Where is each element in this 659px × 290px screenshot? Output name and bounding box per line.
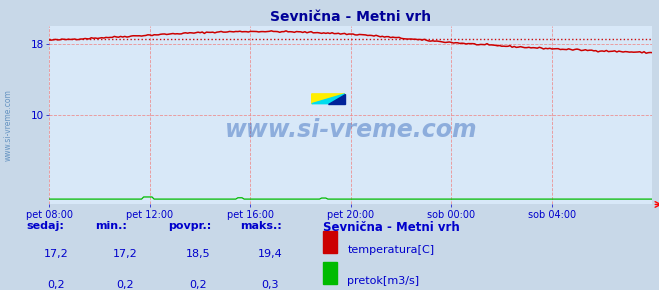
Text: min.:: min.: (96, 221, 127, 231)
Text: 0,2: 0,2 (117, 280, 134, 290)
Title: Sevnična - Metni vrh: Sevnična - Metni vrh (270, 10, 432, 23)
Text: www.si-vreme.com: www.si-vreme.com (225, 117, 477, 142)
Text: www.si-vreme.com: www.si-vreme.com (3, 89, 13, 161)
Text: sedaj:: sedaj: (26, 221, 64, 231)
Text: 0,2: 0,2 (47, 280, 65, 290)
Bar (323, 231, 337, 253)
Text: 18,5: 18,5 (185, 249, 210, 259)
Text: 17,2: 17,2 (43, 249, 69, 259)
Text: 0,3: 0,3 (262, 280, 279, 290)
Polygon shape (312, 94, 345, 104)
Text: temperatura[C]: temperatura[C] (347, 245, 434, 255)
Text: maks.:: maks.: (241, 221, 282, 231)
Polygon shape (312, 94, 345, 104)
Text: 0,2: 0,2 (189, 280, 206, 290)
Text: povpr.:: povpr.: (168, 221, 212, 231)
Bar (323, 262, 337, 284)
Text: 17,2: 17,2 (113, 249, 138, 259)
Polygon shape (328, 94, 345, 104)
Text: Sevnična - Metni vrh: Sevnična - Metni vrh (323, 221, 460, 234)
Text: 19,4: 19,4 (258, 249, 283, 259)
Text: pretok[m3/s]: pretok[m3/s] (347, 276, 419, 286)
